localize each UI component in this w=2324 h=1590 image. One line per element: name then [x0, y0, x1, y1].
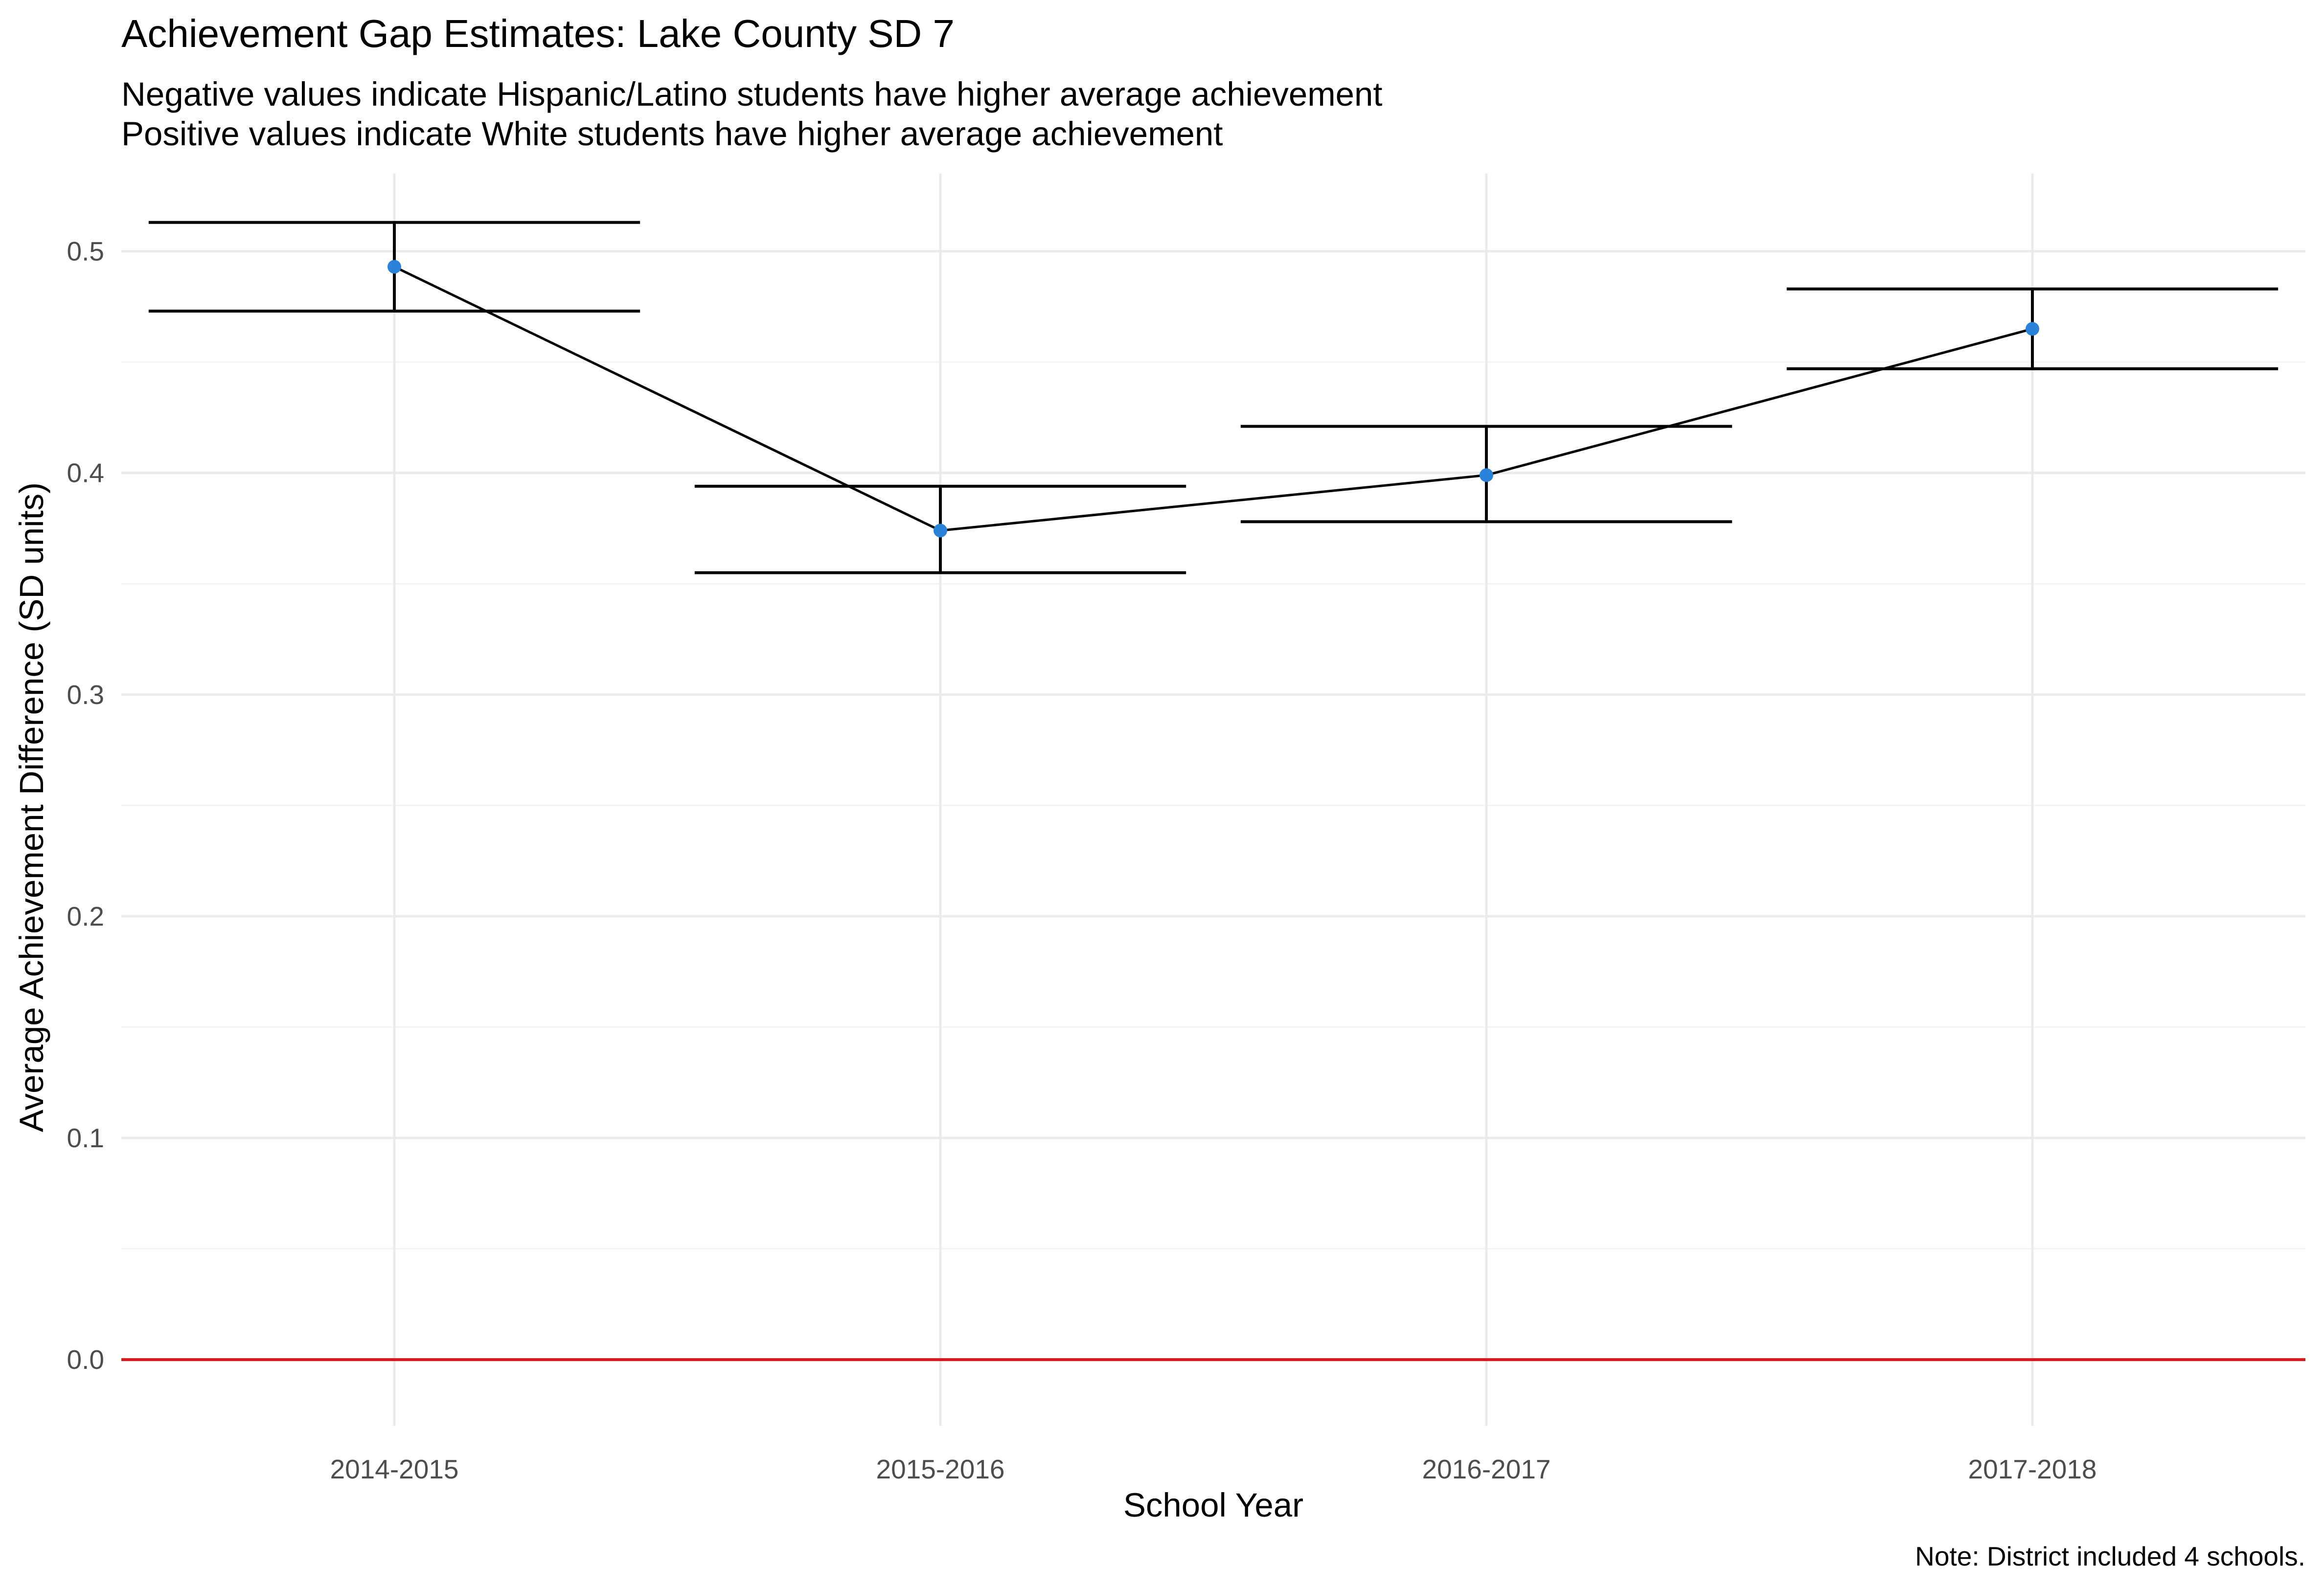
error-bars — [148, 221, 2278, 574]
y-axis-tick-labels: 0.0 0.1 0.2 0.3 0.4 0.5 — [67, 236, 104, 1375]
y-tick-label: 0.2 — [67, 901, 104, 931]
grid-lines — [121, 174, 2305, 1426]
trend-line-group — [393, 266, 2033, 532]
x-tick-label: 2017-2018 — [1968, 1454, 2096, 1484]
data-point — [2026, 322, 2039, 336]
data-point — [387, 260, 401, 274]
data-point — [1480, 468, 1493, 482]
x-axis-tick-labels: 2014-2015 2015-2016 2016-2017 2017-2018 — [330, 1454, 2096, 1484]
y-axis-title: Average Achievement Difference (SD units… — [13, 482, 50, 1132]
chart-subtitle-line-2: Positive values indicate White students … — [121, 115, 1223, 153]
x-tick-label: 2016-2017 — [1422, 1454, 1550, 1484]
data-points — [387, 260, 2039, 538]
x-tick-label: 2014-2015 — [330, 1454, 458, 1484]
y-tick-label: 0.5 — [67, 236, 104, 267]
y-tick-label: 0.0 — [67, 1344, 104, 1375]
trend-line — [393, 266, 2033, 532]
x-tick-label: 2015-2016 — [876, 1454, 1004, 1484]
y-tick-label: 0.4 — [67, 458, 104, 488]
y-tick-label: 0.3 — [67, 680, 104, 710]
x-axis-title: School Year — [1123, 1486, 1303, 1524]
chart-subtitle-line-1: Negative values indicate Hispanic/Latino… — [121, 75, 1383, 113]
y-tick-label: 0.1 — [67, 1123, 104, 1153]
chart-title: Achievement Gap Estimates: Lake County S… — [121, 12, 955, 55]
chart-caption: Note: District included 4 schools. — [1915, 1541, 2305, 1571]
data-point — [934, 523, 947, 538]
